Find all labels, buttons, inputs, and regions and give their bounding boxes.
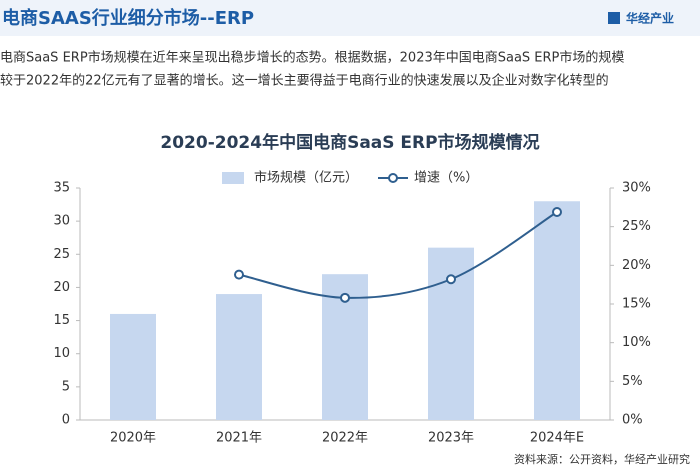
bar bbox=[428, 247, 474, 420]
legend-swatch bbox=[388, 173, 398, 183]
chart-title: 2020-2024年中国电商SaaS ERP市场规模情况 bbox=[160, 132, 539, 153]
line bbox=[238, 211, 558, 299]
y-tick-label: 20 bbox=[53, 280, 70, 295]
line-point bbox=[552, 206, 562, 217]
legend-label: 增速（%） bbox=[414, 171, 478, 186]
header-title: 电商SAAS行业细分市场--ERP bbox=[2, 7, 254, 29]
y-tick-label: 30 bbox=[53, 214, 70, 229]
y2-tick-label: 5% bbox=[622, 374, 643, 389]
legend-swatch bbox=[222, 172, 244, 184]
x-tick-label: 2022年 bbox=[322, 431, 368, 446]
logo-icon bbox=[608, 12, 620, 24]
y2-tick-label: 0% bbox=[622, 413, 643, 428]
y2-tick-label: 25% bbox=[622, 219, 651, 234]
bar bbox=[216, 294, 262, 420]
y2-tick-label: 15% bbox=[622, 297, 651, 312]
x-tick-label: 2020年 bbox=[110, 431, 156, 446]
paragraph-line: 较于2022年的22亿元有了显著的增长。这一增长主要得益于电商行业的快速发展以及… bbox=[0, 73, 609, 89]
y-tick-label: 0 bbox=[62, 413, 70, 428]
logo: 华经产业 bbox=[626, 11, 674, 26]
bar bbox=[534, 201, 580, 420]
y2-tick-label: 30% bbox=[622, 181, 651, 196]
source: 资料来源：公开资料，华经产业研究 bbox=[514, 452, 690, 466]
line-point bbox=[234, 269, 244, 280]
line-point bbox=[446, 274, 456, 285]
y-tick-label: 35 bbox=[53, 181, 70, 196]
line-point bbox=[340, 292, 350, 303]
y-tick-label: 25 bbox=[53, 247, 70, 262]
legend-label: 市场规模（亿元） bbox=[254, 170, 358, 186]
y-tick-label: 15 bbox=[53, 313, 70, 328]
y2-tick-label: 20% bbox=[622, 258, 651, 273]
x-tick-label: 2023年 bbox=[428, 431, 474, 446]
bar bbox=[110, 313, 156, 420]
header-band bbox=[0, 0, 700, 36]
x-tick-label: 2024年E bbox=[530, 431, 584, 446]
y2-tick-label: 10% bbox=[622, 335, 651, 350]
x-tick-label: 2021年 bbox=[216, 431, 262, 446]
paragraph-line: 电商SaaS ERP市场规模在近年来呈现出稳步增长的态势。根据数据，2023年中… bbox=[0, 50, 624, 66]
y-tick-label: 5 bbox=[62, 379, 70, 394]
y-tick-label: 10 bbox=[53, 346, 70, 361]
